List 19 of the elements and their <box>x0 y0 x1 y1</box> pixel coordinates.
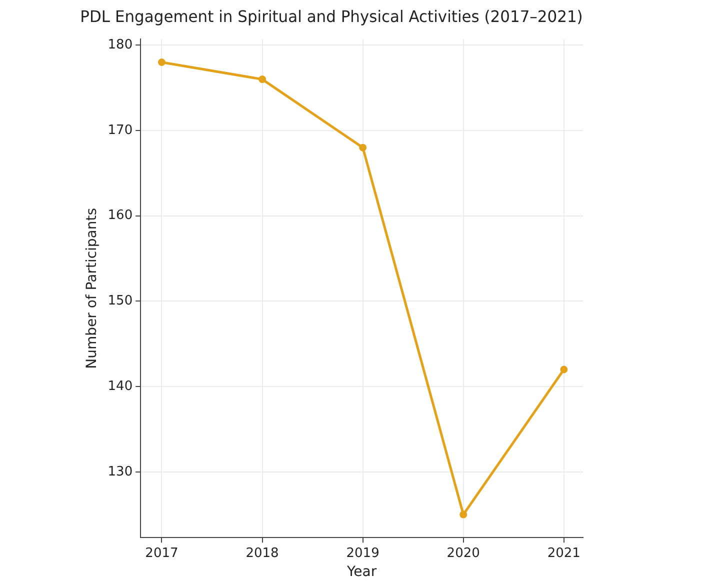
x-tick-label: 2017 <box>145 546 178 561</box>
y-tick-label: 160 <box>108 208 133 224</box>
x-tick-label: 2021 <box>547 546 580 561</box>
point <box>258 76 266 84</box>
x-axis-title: Year <box>346 564 377 580</box>
point <box>460 510 468 518</box>
x-tick-label: 2020 <box>446 546 480 561</box>
y-tick-label: 130 <box>108 464 133 480</box>
point <box>560 366 568 374</box>
x-tick-label: 2019 <box>346 546 380 561</box>
y-tick-label: 150 <box>108 294 133 309</box>
y-axis-title: Number of Participants <box>84 208 100 369</box>
chart-title: PDL Engagement in Spiritual and Physical Activities (2017–2021) <box>80 6 583 26</box>
y-tick-label: 140 <box>108 378 133 394</box>
y-tick-label: 170 <box>108 122 133 138</box>
point <box>158 58 166 66</box>
y-tick-label: 180 <box>108 38 133 53</box>
point <box>359 144 367 152</box>
x-tick-label: 2018 <box>246 546 279 561</box>
